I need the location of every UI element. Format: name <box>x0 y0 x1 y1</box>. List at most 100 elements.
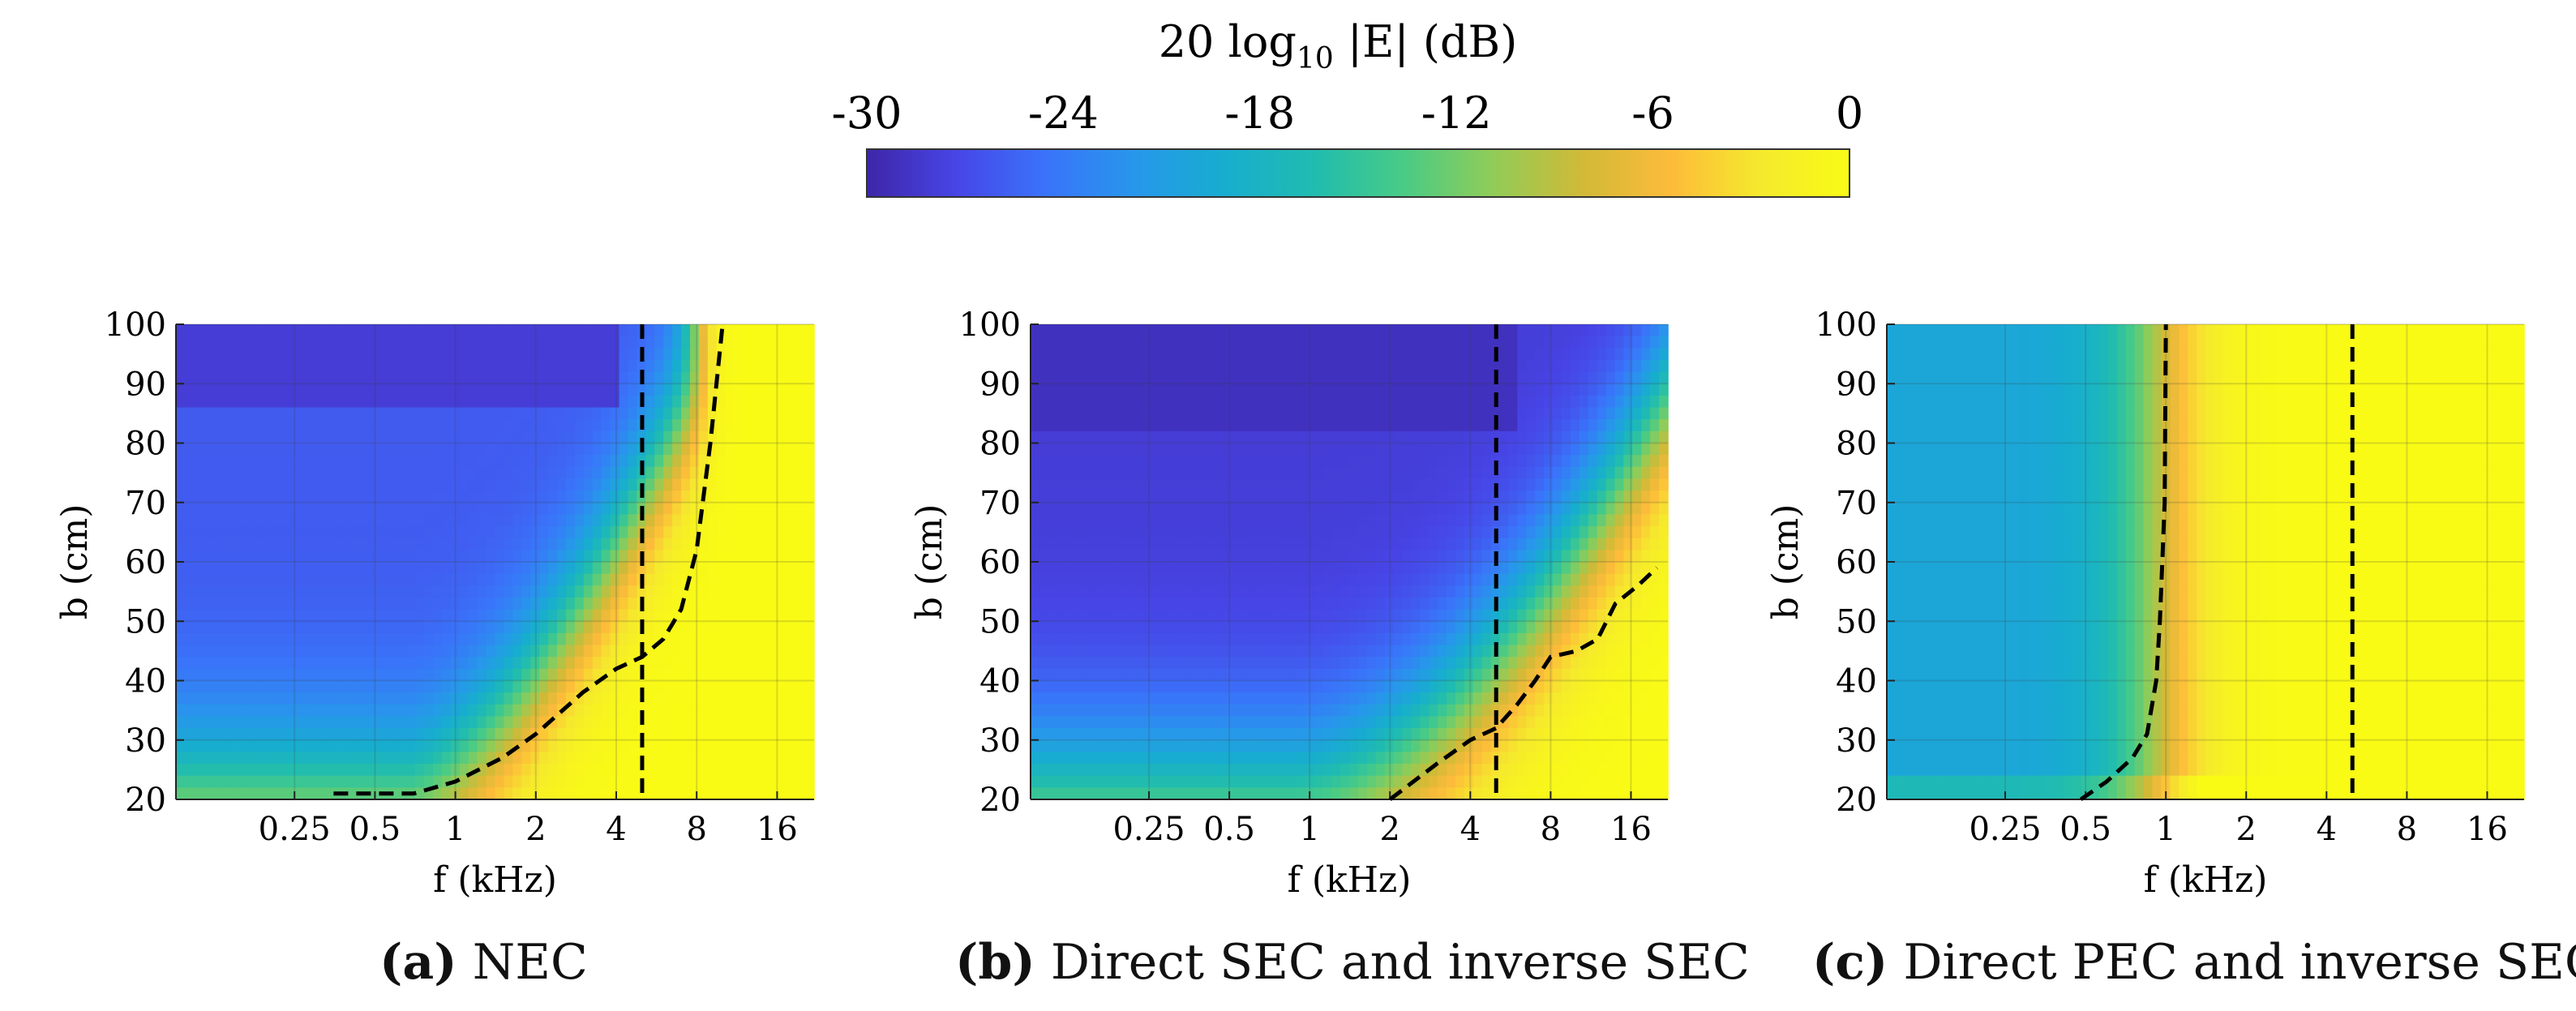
heatmap-cell <box>344 573 354 587</box>
heatmap-cell <box>229 645 239 658</box>
heatmap-cell <box>1181 431 1191 444</box>
heatmap-cell <box>672 478 682 491</box>
heatmap-cell <box>326 491 336 503</box>
heatmap-cell <box>468 645 478 658</box>
heatmap-cell <box>1384 621 1395 634</box>
heatmap-cell <box>752 704 762 718</box>
heatmap-cell <box>477 324 487 337</box>
heatmap-cell <box>689 573 700 587</box>
heatmap-cell <box>255 407 266 420</box>
heatmap-cell <box>521 466 532 480</box>
heatmap-cell <box>432 348 443 361</box>
heatmap-cell <box>1305 645 1315 658</box>
heatmap-cell <box>1402 478 1412 491</box>
heatmap-cell <box>1375 585 1386 598</box>
heatmap-cell <box>1154 704 1164 718</box>
heatmap-cell <box>1402 502 1412 516</box>
heatmap-cell <box>1305 680 1315 693</box>
heatmap-cell <box>1039 704 1049 718</box>
heatmap-cell <box>1314 526 1324 539</box>
heatmap-cell <box>1322 775 1332 789</box>
heatmap-cell <box>752 764 762 777</box>
heatmap-cell <box>1031 395 1040 409</box>
heatmap-cell <box>645 491 656 503</box>
heatmap-cell <box>796 609 806 623</box>
heatmap-cell <box>583 692 594 705</box>
heatmap-cell <box>1278 609 1288 623</box>
heatmap-cell <box>663 466 673 480</box>
heatmap-cell <box>1269 728 1279 741</box>
heatmap-cell <box>725 573 735 587</box>
heatmap-cell <box>344 764 354 777</box>
heatmap-cell <box>1322 348 1332 361</box>
heatmap-cell <box>698 407 709 420</box>
heatmap-cell <box>335 752 345 765</box>
heatmap-cell <box>1198 597 1209 610</box>
heatmap-cell <box>1464 657 1474 670</box>
heatmap-cell <box>1366 704 1377 718</box>
heatmap-cell <box>1198 609 1209 623</box>
heatmap-cell <box>238 514 248 527</box>
heatmap-cell <box>1039 657 1049 670</box>
heatmap-cell <box>689 728 700 741</box>
heatmap-cell <box>308 371 319 385</box>
heatmap-cell <box>1145 491 1155 503</box>
heatmap-cell <box>1375 324 1386 337</box>
heatmap-cell <box>1234 466 1244 480</box>
heatmap-cell <box>202 550 212 563</box>
heatmap-cell <box>628 491 638 503</box>
heatmap-cell <box>211 371 221 385</box>
heatmap-cell <box>707 680 718 693</box>
heatmap-cell <box>592 716 602 729</box>
heatmap-cell <box>1172 573 1182 587</box>
heatmap-cell <box>1331 680 1341 693</box>
heatmap-cell <box>1243 324 1253 337</box>
heatmap-cell <box>1296 336 1306 349</box>
heatmap-cell <box>220 514 230 527</box>
heatmap-cell <box>184 621 195 634</box>
heatmap-cell <box>769 764 780 777</box>
heatmap-cell <box>477 728 487 741</box>
heatmap-cell <box>415 562 425 575</box>
heatmap-cell <box>1128 443 1138 456</box>
heatmap-cell <box>1092 407 1103 420</box>
heatmap-cell <box>1110 514 1120 527</box>
heatmap-cell <box>1251 728 1262 741</box>
heatmap-cell <box>539 431 549 444</box>
heatmap-cell <box>1411 657 1421 670</box>
heatmap-cell <box>1429 514 1438 527</box>
heatmap-cell <box>1349 348 1359 361</box>
heatmap-cell <box>1438 502 1447 516</box>
heatmap-cell <box>583 645 594 658</box>
heatmap-cell <box>353 609 363 623</box>
heatmap-cell <box>495 573 505 587</box>
heatmap-cell <box>1472 632 1483 646</box>
heatmap-cell <box>1110 657 1120 670</box>
heatmap-cell <box>1340 383 1350 396</box>
heatmap-cell <box>574 657 585 670</box>
heatmap-cell <box>255 491 266 503</box>
heatmap-cell <box>415 336 425 349</box>
heatmap-cell <box>202 752 212 765</box>
heatmap-cell <box>415 716 425 729</box>
heatmap-cell <box>778 491 789 503</box>
colorbar-tick-label: -18 <box>1224 88 1295 139</box>
heatmap-cell <box>379 573 390 587</box>
heatmap-cell <box>761 336 771 349</box>
heatmap-cell <box>1074 348 1085 361</box>
heatmap-cell <box>193 478 204 491</box>
heatmap-cell <box>1455 348 1465 361</box>
heatmap-cell <box>1322 632 1332 646</box>
heatmap-cell <box>1101 478 1112 491</box>
heatmap-cell <box>1349 407 1359 420</box>
heatmap-cell <box>1278 514 1288 527</box>
heatmap-cell <box>1269 443 1279 456</box>
heatmap-cell <box>495 491 505 503</box>
heatmap-cell <box>388 336 399 349</box>
heatmap-cell <box>1031 502 1040 516</box>
heatmap-cell <box>406 645 416 658</box>
heatmap-cell <box>282 395 292 409</box>
heatmap-cell <box>743 395 753 409</box>
heatmap-cell <box>1393 395 1404 409</box>
heatmap-cell <box>610 775 620 789</box>
